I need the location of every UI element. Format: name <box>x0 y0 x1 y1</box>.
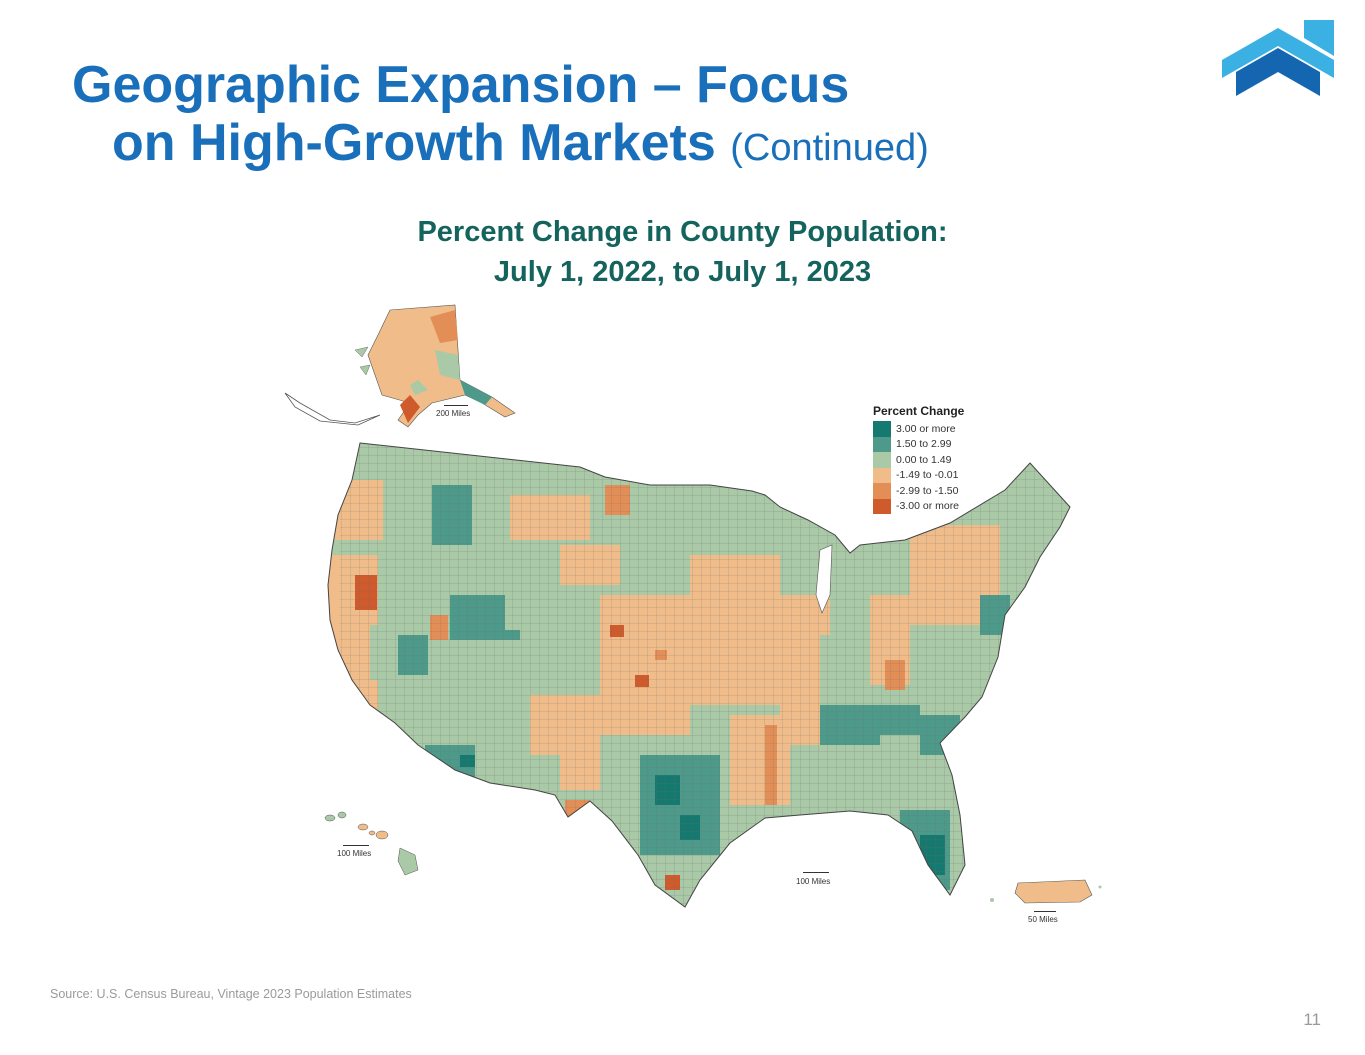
legend-item: -1.49 to -0.01 <box>873 467 964 483</box>
legend-swatch <box>873 483 891 499</box>
hawaii-scale-label: 100 Miles <box>337 849 372 858</box>
hawaii <box>324 811 419 876</box>
legend-item: -2.99 to -1.50 <box>873 483 964 499</box>
legend-item: 1.50 to 2.99 <box>873 436 964 452</box>
county-population-map <box>284 304 1102 908</box>
legend-item: 3.00 or more <box>873 421 964 437</box>
puerto-rico <box>990 879 1102 904</box>
page-number: 11 <box>1303 1010 1321 1029</box>
contiguous-us <box>328 443 1070 907</box>
legend-item: 0.00 to 1.49 <box>873 452 964 468</box>
alaska <box>284 304 516 428</box>
map-title: Percent Change in County Population: Jul… <box>300 212 1065 292</box>
legend-item: -3.00 or more <box>873 498 964 514</box>
alaska-scale-label: 200 Miles <box>436 409 471 418</box>
slide-title: Geographic Expansion – Focus on High-Gro… <box>72 56 929 177</box>
legend-swatch <box>873 421 891 437</box>
legend-swatch <box>873 467 891 483</box>
puerto-rico-scale-label: 50 Miles <box>1028 915 1058 924</box>
map-title-line-2: July 1, 2022, to July 1, 2023 <box>493 256 872 288</box>
title-line-1: Geographic Expansion – Focus <box>72 56 850 114</box>
legend-swatch <box>873 436 891 452</box>
legend-swatch <box>873 452 891 468</box>
title-suffix: (Continued) <box>730 127 929 169</box>
company-logo <box>1222 20 1334 96</box>
great-lakes <box>815 544 833 614</box>
legend-title: Percent Change <box>873 404 965 418</box>
map-legend: Percent Change 3.00 or more 1.50 to 2.99… <box>873 404 964 514</box>
title-line-2: on High-Growth Markets (Continued) <box>112 114 929 172</box>
legend-swatch <box>873 498 891 514</box>
map-title-line-1: Percent Change in County Population: <box>417 216 948 248</box>
source-note: Source: U.S. Census Bureau, Vintage 2023… <box>50 987 412 1001</box>
conus-scale-label: 100 Miles <box>796 877 831 886</box>
